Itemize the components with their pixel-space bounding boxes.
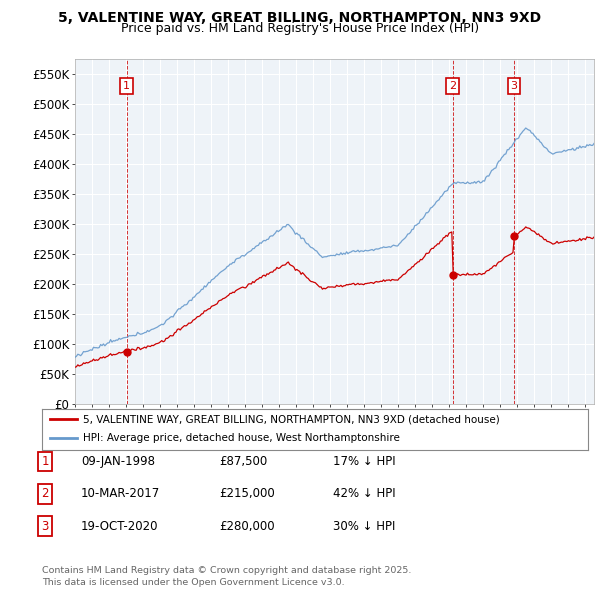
Text: HPI: Average price, detached house, West Northamptonshire: HPI: Average price, detached house, West… [83,433,400,443]
Text: Price paid vs. HM Land Registry's House Price Index (HPI): Price paid vs. HM Land Registry's House … [121,22,479,35]
Text: 3: 3 [511,81,518,91]
Text: 5, VALENTINE WAY, GREAT BILLING, NORTHAMPTON, NN3 9XD: 5, VALENTINE WAY, GREAT BILLING, NORTHAM… [58,11,542,25]
Text: 1: 1 [41,455,49,468]
Text: 5, VALENTINE WAY, GREAT BILLING, NORTHAMPTON, NN3 9XD (detached house): 5, VALENTINE WAY, GREAT BILLING, NORTHAM… [83,415,500,424]
Text: 19-OCT-2020: 19-OCT-2020 [81,520,158,533]
Text: 42% ↓ HPI: 42% ↓ HPI [333,487,395,500]
Text: £215,000: £215,000 [219,487,275,500]
Text: 30% ↓ HPI: 30% ↓ HPI [333,520,395,533]
Text: 17% ↓ HPI: 17% ↓ HPI [333,455,395,468]
Text: 2: 2 [41,487,49,500]
Text: Contains HM Land Registry data © Crown copyright and database right 2025.
This d: Contains HM Land Registry data © Crown c… [42,566,412,587]
Text: 10-MAR-2017: 10-MAR-2017 [81,487,160,500]
Text: 3: 3 [41,520,49,533]
Text: £87,500: £87,500 [219,455,267,468]
Text: 1: 1 [123,81,130,91]
Text: £280,000: £280,000 [219,520,275,533]
Text: 09-JAN-1998: 09-JAN-1998 [81,455,155,468]
Text: 2: 2 [449,81,456,91]
